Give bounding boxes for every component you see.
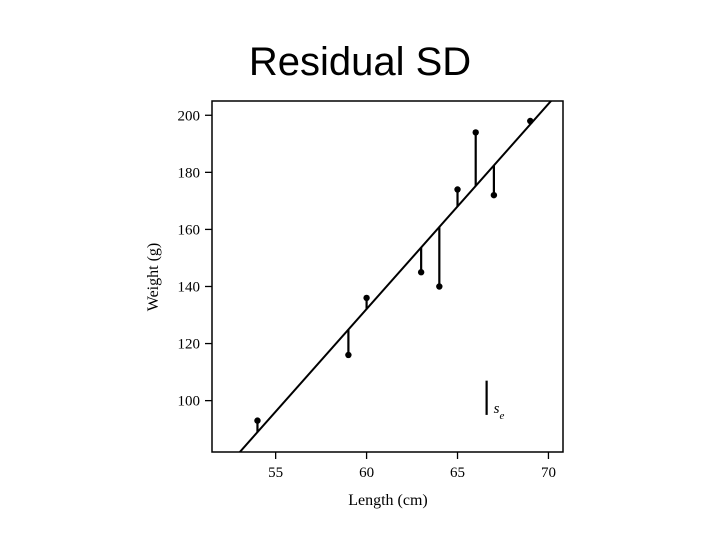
regression-line <box>238 101 553 452</box>
data-point-8 <box>527 117 534 125</box>
y-axis-label: Weight (g) <box>145 243 162 311</box>
slide-title: Residual SD <box>248 40 472 84</box>
data-point-7 <box>490 191 498 199</box>
x-tick-label-2: 65 <box>450 465 465 481</box>
x-tick-label-1: 60 <box>359 465 374 481</box>
x-tick-label-0: 55 <box>268 465 283 481</box>
data-point-4 <box>436 283 443 290</box>
data-point-2 <box>363 294 370 302</box>
se-annotation-label: se <box>494 401 505 422</box>
se-annotation-sub: e <box>499 410 504 422</box>
y-tick-label-5: 200 <box>178 108 201 124</box>
data-point-0 <box>254 417 261 424</box>
y-tick-label-3: 160 <box>178 222 201 238</box>
se-annotation-main: s <box>494 401 500 417</box>
data-point-3 <box>417 269 425 276</box>
y-tick-label-1: 120 <box>178 337 201 353</box>
data-point-6 <box>472 129 479 136</box>
x-tick-label-3: 70 <box>541 465 556 481</box>
y-tick-label-0: 100 <box>178 394 201 410</box>
plot-frame <box>211 100 564 453</box>
data-point-1 <box>345 351 352 359</box>
x-axis-label: Length (cm) <box>348 492 428 509</box>
data-point-5 <box>454 186 461 193</box>
y-tick-label-2: 140 <box>178 279 201 295</box>
y-tick-label-4: 180 <box>178 165 201 181</box>
